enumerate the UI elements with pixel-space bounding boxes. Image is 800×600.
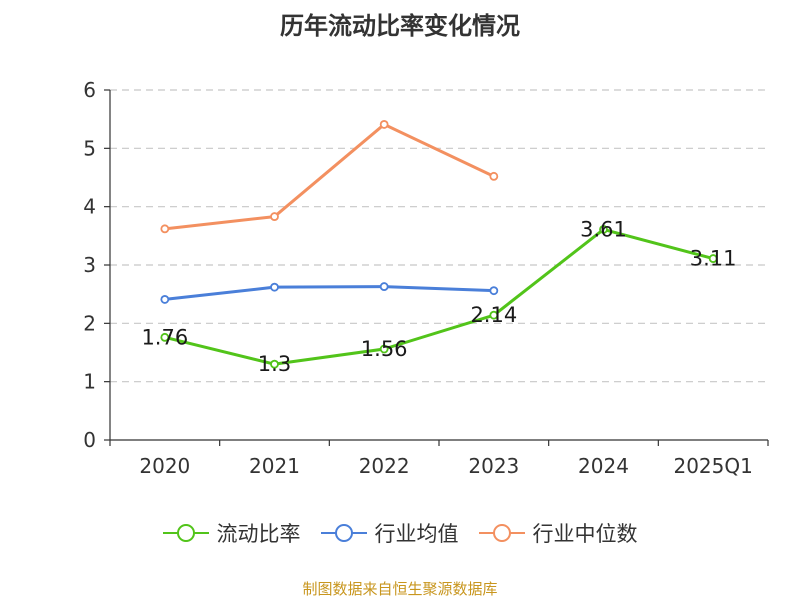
- data-point: [270, 359, 279, 369]
- legend-marker-industry-mean: [320, 524, 367, 542]
- legend-marker-current-ratio: [162, 524, 209, 542]
- legend-marker-industry-median: [478, 524, 525, 542]
- x-tick-label: 2022: [359, 454, 410, 478]
- data-point: [599, 225, 608, 234]
- data-point: [270, 212, 279, 221]
- data-label: 2.14: [470, 303, 517, 327]
- data-label: 3.61: [580, 217, 627, 241]
- x-tick-label: 2024: [578, 454, 629, 478]
- y-tick-label: 3: [83, 253, 96, 277]
- x-tick-label: 2021: [249, 454, 300, 478]
- y-tick-label: 1: [83, 370, 96, 394]
- series-line: [164, 285, 494, 301]
- data-point: [489, 286, 499, 296]
- data-point: [489, 171, 499, 181]
- legend-label-industry-median: 行业中位数: [532, 522, 638, 546]
- x-tick-label: 2025Q1: [673, 454, 752, 478]
- data-point: [160, 332, 170, 342]
- data-label: 1.3: [258, 352, 291, 376]
- legend-label-industry-mean: 行业均值: [374, 522, 459, 546]
- data-label: 1.56: [361, 337, 408, 361]
- y-tick-label: 0: [83, 428, 96, 452]
- legend-item-current-ratio[interactable]: 流动比率: [162, 518, 301, 548]
- series-line: [164, 122, 495, 231]
- data-point: [379, 120, 389, 129]
- data-label: 1.76: [141, 325, 188, 349]
- data-point: [160, 295, 170, 304]
- y-tick-label: 4: [83, 195, 96, 219]
- legend-item-industry-median[interactable]: 行业中位数: [478, 518, 638, 548]
- data-label: 3.11: [690, 247, 737, 271]
- chart-title: 历年流动比率变化情况: [280, 12, 520, 40]
- x-tick-label: 2020: [139, 454, 190, 478]
- data-point: [160, 224, 170, 234]
- data-source-note: 制图数据来自恒生聚源数据库: [302, 580, 498, 598]
- data-point: [379, 344, 389, 354]
- y-tick-label: 2: [83, 311, 96, 335]
- x-tick-label: 2023: [468, 454, 519, 478]
- legend-label-current-ratio: 流动比率: [216, 522, 301, 546]
- data-point: [379, 282, 389, 291]
- y-tick-label: 5: [83, 136, 96, 160]
- legend-item-industry-mean[interactable]: 行业均值: [320, 518, 459, 548]
- data-point: [270, 282, 279, 292]
- data-point: [708, 254, 718, 263]
- data-point: [489, 310, 499, 320]
- series-line: [164, 227, 714, 366]
- y-tick-label: 6: [83, 78, 96, 102]
- chart-legend: 流动比率 行业均值 行业中位数: [0, 518, 800, 548]
